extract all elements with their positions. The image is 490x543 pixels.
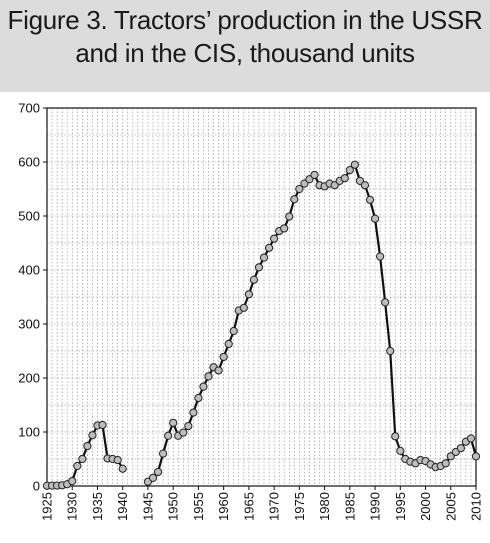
data-point xyxy=(98,420,107,430)
y-axis-ticks: 0 100 200 300 400 500 600 700 xyxy=(18,101,47,494)
data-point xyxy=(370,214,380,223)
data-point xyxy=(396,446,405,455)
data-point xyxy=(219,352,228,362)
plot-frame xyxy=(46,107,477,487)
x-tick-label: 1945 xyxy=(140,492,155,521)
data-point xyxy=(350,160,359,169)
data-point xyxy=(68,477,77,486)
data-point xyxy=(295,184,304,194)
data-point xyxy=(446,452,455,461)
data-point xyxy=(78,454,87,464)
chart-title: Figure 3. Tractors’ production in the US… xyxy=(7,5,483,68)
data-point xyxy=(88,431,97,440)
series-line xyxy=(147,163,478,483)
data-point xyxy=(244,290,253,299)
data-point xyxy=(441,459,450,468)
x-tick-label: 1980 xyxy=(317,492,332,521)
x-tick-label: 1930 xyxy=(65,492,80,521)
x-tick-label: 1965 xyxy=(241,492,256,521)
data-point xyxy=(254,263,264,272)
data-point xyxy=(229,326,238,336)
data-point xyxy=(224,339,233,349)
y-tick-label: 200 xyxy=(18,371,40,386)
data-point xyxy=(189,408,198,417)
title-band: Figure 3. Tractors’ production in the US… xyxy=(0,0,490,92)
data-point xyxy=(305,175,314,184)
series-markers xyxy=(42,160,481,490)
data-point xyxy=(239,303,248,312)
data-point xyxy=(376,252,385,261)
data-point xyxy=(153,467,163,477)
data-point xyxy=(310,170,319,180)
y-tick-label: 500 xyxy=(18,209,40,224)
data-point xyxy=(360,181,370,190)
data-point xyxy=(285,212,294,221)
data-point xyxy=(118,464,127,473)
x-tick-label: 1955 xyxy=(191,492,206,521)
y-tick-label: 100 xyxy=(18,425,40,440)
x-tick-label: 2005 xyxy=(443,492,458,521)
data-point xyxy=(386,346,395,356)
data-point xyxy=(471,452,481,461)
data-point xyxy=(184,421,193,431)
data-point xyxy=(204,372,213,381)
x-tick-label: 1935 xyxy=(90,492,105,521)
data-point xyxy=(340,174,349,183)
data-point xyxy=(381,298,390,307)
data-point xyxy=(259,253,269,262)
data-point xyxy=(199,382,208,391)
x-tick-label: 1985 xyxy=(342,492,357,521)
data-point xyxy=(355,176,365,186)
x-tick-label: 1940 xyxy=(115,492,130,521)
data-point xyxy=(148,473,158,482)
data-point xyxy=(300,179,309,188)
data-point xyxy=(264,243,274,252)
y-tick-label: 700 xyxy=(18,101,40,116)
y-tick-label: 400 xyxy=(18,263,40,278)
data-point xyxy=(345,166,354,175)
x-tick-label: 2000 xyxy=(418,492,433,521)
grid-lines xyxy=(47,108,476,486)
x-tick-label: 1925 xyxy=(40,492,55,521)
x-tick-label: 1990 xyxy=(368,492,383,521)
data-point xyxy=(249,275,259,284)
x-tick-label: 1995 xyxy=(393,492,408,521)
data-point xyxy=(169,418,178,427)
data-point xyxy=(280,224,289,233)
data-point xyxy=(391,432,400,441)
data-point xyxy=(158,449,168,458)
data-point xyxy=(83,441,92,451)
data-point xyxy=(330,181,339,190)
data-point xyxy=(270,234,279,243)
data-point xyxy=(365,195,375,204)
data-point xyxy=(113,455,122,465)
data-point xyxy=(466,434,476,443)
x-tick-label: 1950 xyxy=(166,492,181,521)
data-point xyxy=(179,428,188,437)
y-tick-label: 0 xyxy=(33,479,40,494)
x-tick-label: 1975 xyxy=(292,492,307,521)
x-tick-label: 1970 xyxy=(267,492,282,521)
y-tick-label: 600 xyxy=(18,155,40,170)
x-tick-label: 1960 xyxy=(216,492,231,521)
data-point xyxy=(290,195,299,204)
series-lines xyxy=(46,163,478,487)
data-point xyxy=(214,366,223,375)
data-point xyxy=(164,431,173,440)
data-point xyxy=(194,393,203,403)
x-axis-ticks: 1925 1930 1935 1940 1945 1950 1955 1960 1965 1970… xyxy=(40,486,484,521)
x-tick-label: 2010 xyxy=(469,492,484,521)
y-tick-label: 300 xyxy=(18,317,40,332)
data-point xyxy=(73,461,82,471)
data-point xyxy=(456,444,465,453)
